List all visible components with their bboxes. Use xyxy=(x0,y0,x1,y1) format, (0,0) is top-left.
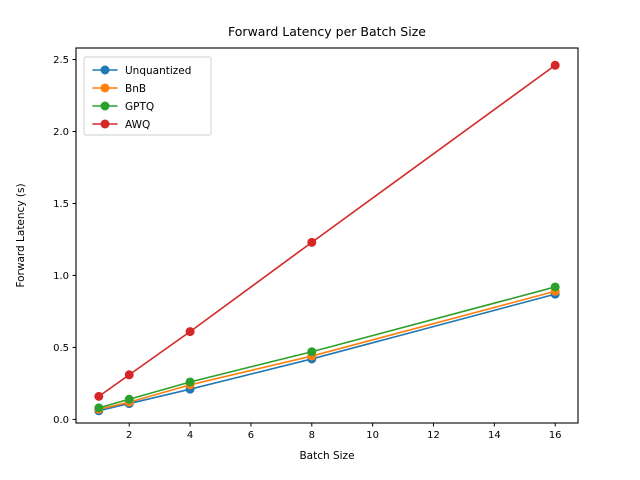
legend-label-awq: AWQ xyxy=(125,119,150,131)
x-tick-label: 6 xyxy=(248,430,254,441)
x-tick-label: 2 xyxy=(126,430,132,441)
series-awq xyxy=(94,60,560,401)
data-point-awq-1 xyxy=(94,391,104,401)
data-point-awq-16 xyxy=(550,60,560,70)
data-point-awq-4 xyxy=(185,327,195,337)
series-line-bnb xyxy=(98,290,556,411)
legend-label-unquantized: Unquantized xyxy=(125,65,191,77)
data-point-awq-2 xyxy=(124,370,134,380)
x-tick-label: 16 xyxy=(549,430,562,441)
legend-label-bnb: BnB xyxy=(125,83,146,95)
data-point-gptq-2 xyxy=(124,394,134,404)
plot-area-border xyxy=(75,47,579,424)
legend-box xyxy=(83,56,212,136)
y-tick-label: 0.5 xyxy=(53,343,69,354)
x-tick-label: 14 xyxy=(488,430,501,441)
y-axis-label: Forward Latency (s) xyxy=(15,183,27,287)
data-point-gptq-4 xyxy=(185,377,195,387)
data-point-gptq-8 xyxy=(307,347,317,357)
data-point-gptq-1 xyxy=(94,403,104,413)
chart-title: Forward Latency per Batch Size xyxy=(228,24,426,39)
x-axis-label: Batch Size xyxy=(299,450,354,462)
y-tick-label: 1.0 xyxy=(53,271,69,282)
legend-marker-awq xyxy=(100,119,110,129)
y-tick-label: 1.5 xyxy=(53,199,69,210)
y-tick-label: 2.0 xyxy=(53,127,69,138)
legend-marker-unquantized xyxy=(100,65,110,75)
x-axis: 2 4 6 8 10 12 14 16 xyxy=(126,423,562,441)
x-tick-label: 10 xyxy=(366,430,379,441)
x-tick-label: 4 xyxy=(187,430,193,441)
x-tick-label: 12 xyxy=(427,430,440,441)
data-point-gptq-16 xyxy=(550,282,560,292)
y-tick-label: 0.0 xyxy=(53,415,69,426)
y-axis: 0.0 0.5 1.0 1.5 2.0 2.5 xyxy=(53,55,76,426)
series-gptq xyxy=(94,282,560,413)
data-point-awq-8 xyxy=(307,237,317,247)
x-tick-label: 8 xyxy=(309,430,315,441)
y-tick-label: 2.5 xyxy=(53,55,69,66)
legend-marker-gptq xyxy=(100,101,110,111)
legend: Unquantized BnB GPTQ AWQ xyxy=(83,56,212,136)
legend-marker-bnb xyxy=(100,83,110,93)
legend-label-gptq: GPTQ xyxy=(125,101,154,113)
